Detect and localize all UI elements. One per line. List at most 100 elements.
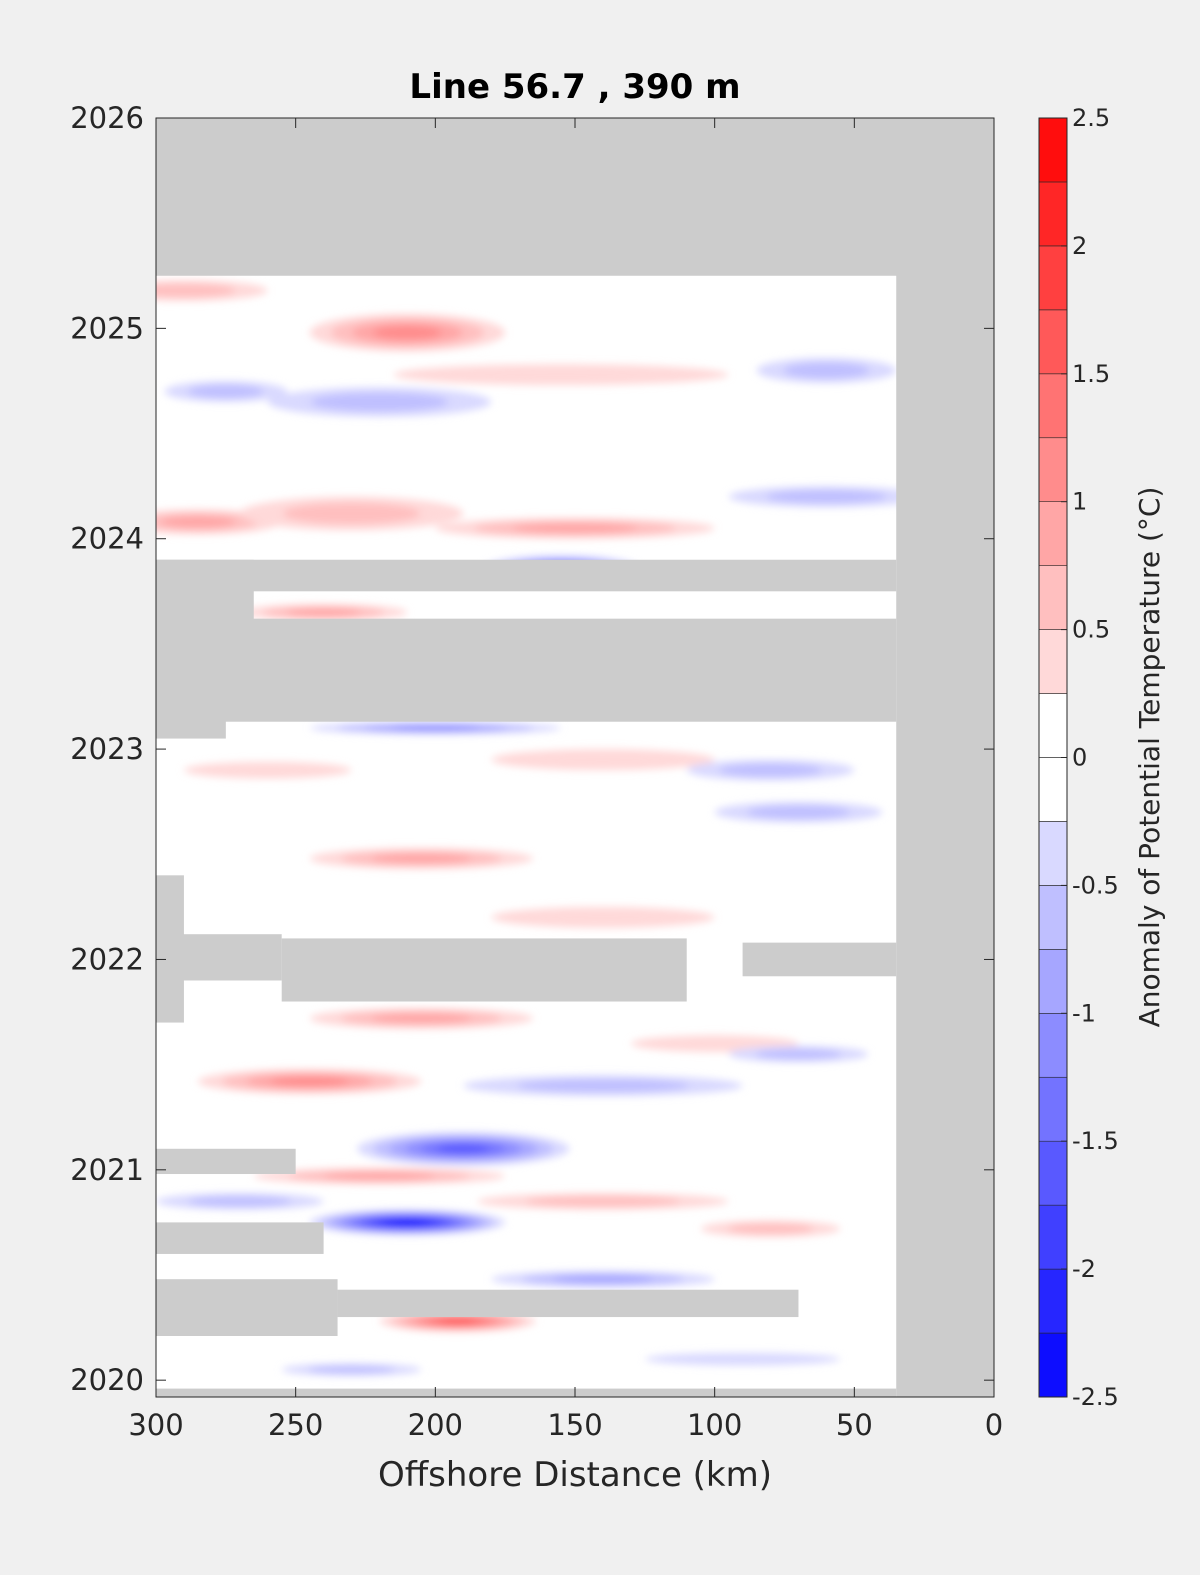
contour-level <box>373 325 442 340</box>
contour-level <box>766 490 887 504</box>
contour-level <box>644 1352 841 1366</box>
colorbar-tick-label: -1 <box>1072 999 1096 1027</box>
contour-level <box>438 1318 477 1324</box>
colorbar-bin <box>1038 949 1068 1014</box>
anomaly-feature-26 <box>477 1192 729 1210</box>
colorbar-bin <box>1038 885 1068 950</box>
colorbar-bin <box>1038 1332 1068 1398</box>
colorbar-label: Anomaly of Potential Temperature (°C) <box>1133 487 1166 1028</box>
contour-level <box>755 1048 842 1060</box>
anomaly-feature-25 <box>253 1167 506 1185</box>
anomaly-feature-16 <box>714 801 883 823</box>
contour-level <box>310 392 449 412</box>
no-data-region <box>156 1222 324 1254</box>
contour-level <box>270 1077 349 1086</box>
anomaly-feature-0 <box>309 313 506 352</box>
colorbar-tick-label: 2 <box>1072 232 1087 260</box>
x-tick-label: 250 <box>268 1408 323 1442</box>
colorbar-bin <box>1038 757 1068 822</box>
colorbar-tick-label: -2 <box>1072 1255 1096 1283</box>
colorbar-ticks: -2.5 -2 -1.5 -1 -0.5 0 0.5 1 1.5 2 2.5 <box>1061 104 1119 1411</box>
colorbar-bin <box>1038 373 1068 439</box>
colorbar-bin <box>1038 1204 1068 1270</box>
contour-level <box>491 906 715 928</box>
anomaly-contours <box>156 279 925 1376</box>
anomaly-feature-24 <box>357 1131 570 1166</box>
contour-level <box>323 1172 436 1180</box>
x-tick-label: 100 <box>687 1408 742 1442</box>
colorbar-bin <box>1038 1140 1068 1206</box>
colorbar-tick-label: -2.5 <box>1072 1383 1119 1411</box>
anomaly-feature-21 <box>728 1045 869 1063</box>
anomaly-feature-6 <box>728 486 925 508</box>
x-tick-label: 300 <box>128 1408 183 1442</box>
colorbar-tick-label: 0 <box>1072 744 1087 772</box>
contour-level <box>553 1275 653 1283</box>
anomaly-feature-1 <box>156 279 268 302</box>
colorbar-tick-label: 1 <box>1072 488 1087 516</box>
no-data-region <box>156 618 897 722</box>
contour-level <box>727 1223 814 1234</box>
contour-level <box>391 1220 424 1225</box>
no-data-region <box>156 1388 897 1397</box>
contour-level <box>308 1365 395 1374</box>
colorbar-bin <box>1038 437 1068 503</box>
x-tick-label: 0 <box>985 1408 1003 1442</box>
x-tick-label: 150 <box>547 1408 602 1442</box>
contour-level <box>393 364 729 386</box>
contour-level <box>437 1144 489 1153</box>
colorbar-bin <box>1038 1268 1068 1334</box>
colorbar-tick-label: -0.5 <box>1072 871 1119 899</box>
no-data-region <box>896 118 994 1397</box>
contour-level <box>156 284 236 297</box>
anomaly-feature-14 <box>183 761 352 779</box>
colorbar-bin <box>1038 181 1068 247</box>
y-tick-label: 2023 <box>70 732 144 766</box>
colorbar-tick-label: 0.5 <box>1072 616 1110 644</box>
y-tick-label: 2025 <box>70 311 144 345</box>
no-data-region <box>156 934 282 981</box>
y-tick-label: 2022 <box>70 942 144 976</box>
colorbar-bin <box>1038 821 1068 886</box>
anomaly-feature-17 <box>309 847 534 869</box>
y-tick-label: 2026 <box>70 101 144 135</box>
colorbar-bin <box>1038 501 1068 566</box>
anomaly-feature-8 <box>239 496 464 531</box>
colorbar-bin <box>1038 1076 1068 1142</box>
no-data-region <box>156 1148 296 1175</box>
contour-level <box>371 853 472 864</box>
no-data-region <box>156 618 226 739</box>
colorbar-tick-label: 1.5 <box>1072 360 1110 388</box>
no-data-region <box>156 118 994 276</box>
contour-level <box>391 725 480 731</box>
no-data-mask <box>156 118 994 1397</box>
contour-level <box>188 1196 292 1207</box>
contour-level <box>183 761 352 779</box>
anomaly-feature-27 <box>309 1209 506 1236</box>
no-data-region <box>281 938 687 1002</box>
contour-level <box>371 1013 472 1024</box>
colorbar-tick-label: -1.5 <box>1072 1127 1119 1155</box>
colorbar-bin <box>1038 693 1068 758</box>
plot-area: 300 250 200 150 100 50 0 202020212022202320242… <box>70 101 1003 1442</box>
x-tick-label: 50 <box>836 1408 873 1442</box>
anomaly-feature-2 <box>164 380 288 402</box>
colorbar-bin <box>1038 565 1068 630</box>
contour-level <box>516 1079 689 1093</box>
y-tick-label: 2024 <box>70 522 144 556</box>
x-tick-label: 200 <box>408 1408 463 1442</box>
colorbar: -2.5 -2 -1.5 -1 -0.5 0 0.5 1 1.5 2 2.5 Anomaly of … <box>1038 104 1166 1411</box>
y-tick-label: 2021 <box>70 1153 144 1187</box>
anomaly-feature-30 <box>491 1270 715 1288</box>
contour-level <box>783 362 870 379</box>
x-axis-label: Offshore Distance (km) <box>378 1455 772 1495</box>
contour-level <box>746 805 851 819</box>
anomaly-feature-22 <box>197 1068 422 1095</box>
anomaly-feature-32 <box>281 1363 422 1376</box>
anomaly-feature-4 <box>393 364 729 386</box>
contour-level <box>160 516 236 528</box>
colorbar-bin <box>1038 245 1068 311</box>
anomaly-feature-3 <box>267 387 492 417</box>
contour-level <box>525 1196 681 1207</box>
